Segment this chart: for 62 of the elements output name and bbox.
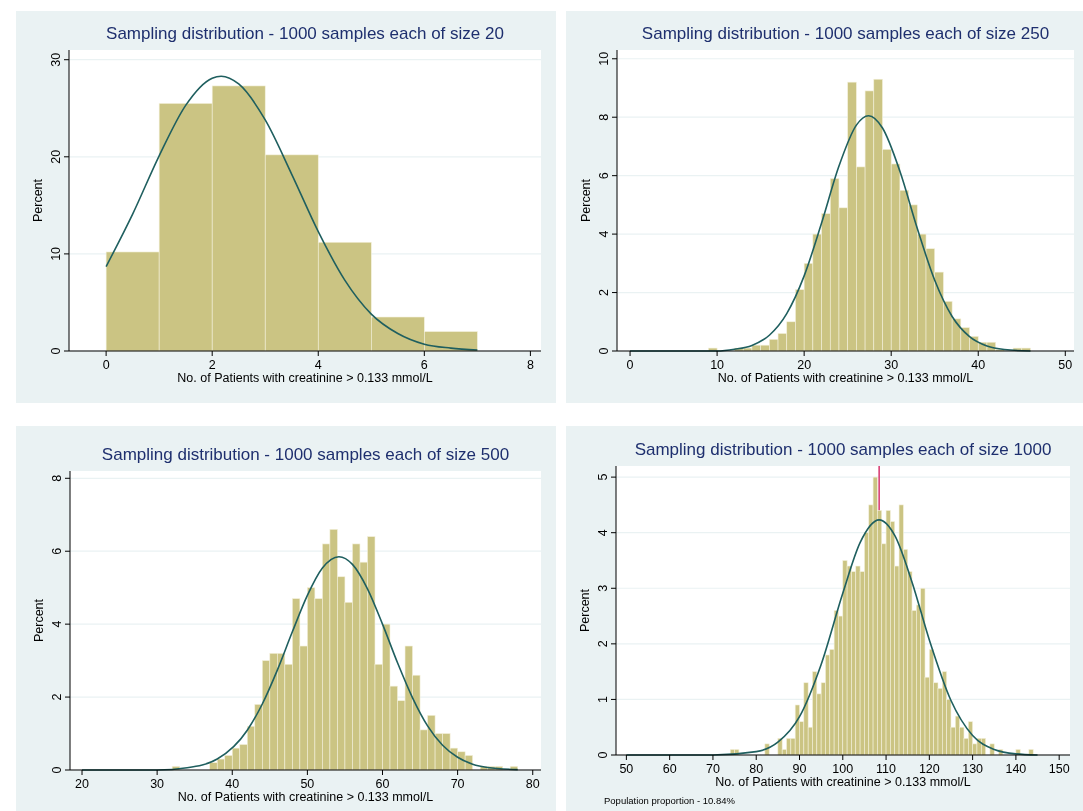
y-tick-label: 4 (597, 230, 611, 238)
text: Population proportion - 10.84% (604, 795, 736, 806)
y-tick-label: 0 (49, 347, 63, 355)
y-tick-label: 10 (49, 246, 63, 261)
y-axis-title: Percent (31, 178, 45, 223)
x-tick-label: 80 (525, 777, 540, 791)
x-tick-label: 8 (526, 358, 534, 372)
x-tick-label: 40 (225, 777, 240, 791)
x-tick-label: 50 (619, 762, 634, 776)
y-axis-title: Percent (578, 588, 592, 633)
chart-title: Sampling distribution - 1000 samples each of size 250 (641, 24, 1050, 43)
y-tick-label: 8 (50, 474, 64, 482)
x-tick-label: 120 (918, 762, 940, 776)
x-tick-label: 90 (792, 762, 807, 776)
y-tick-label: 2 (596, 640, 610, 648)
x-tick-label: 80 (749, 762, 764, 776)
x-tick-label: 110 (876, 762, 897, 776)
chart-title: Sampling distribution - 1000 samples each of size 20 (106, 24, 504, 43)
x-tick-label: 20 (797, 358, 812, 372)
y-axis-title: Percent (32, 598, 46, 643)
x-tick-label: 10 (710, 358, 725, 372)
x-tick-label: 0 (102, 358, 110, 372)
y-tick-label: 4 (596, 529, 610, 537)
x-axis-title: No. of Patients with creatinine > 0.133 mmol/L (717, 371, 974, 385)
y-tick-label: 2 (50, 693, 64, 701)
y-tick-label: 0 (597, 347, 611, 355)
y-tick-label: 10 (597, 51, 611, 66)
chart-title: Sampling distribution - 1000 samples each of size 500 (101, 445, 510, 464)
x-tick-label: 130 (962, 762, 984, 776)
y-tick-label: 6 (50, 547, 64, 555)
y-tick-label: 30 (49, 52, 63, 67)
y-tick-label: 1 (596, 695, 610, 703)
x-tick-label: 70 (705, 762, 720, 776)
x-tick-label: 4 (314, 358, 322, 372)
chart-title: Sampling distribution - 1000 samples each of size 1000 (634, 440, 1052, 459)
y-tick-label: 0 (596, 751, 610, 759)
x-tick-label: 30 (884, 358, 899, 372)
x-tick-label: 30 (150, 777, 165, 791)
y-tick-label: 3 (596, 584, 610, 592)
x-tick-label: 0 (626, 358, 634, 372)
x-tick-label: 70 (450, 777, 465, 791)
x-tick-label: 2 (208, 358, 216, 372)
x-tick-label: 6 (420, 358, 428, 372)
y-tick-label: 8 (597, 113, 611, 121)
x-tick-label: 100 (832, 762, 854, 776)
x-axis-title: No. of Patients with creatinine > 0.133 mmol/L (177, 371, 433, 385)
y-tick-label: 2 (597, 289, 611, 297)
x-axis-title: No. of Patients with creatinine > 0.133 mmol/L (177, 790, 434, 804)
x-tick-label: 50 (300, 777, 315, 791)
y-tick-label: 20 (49, 149, 63, 164)
x-tick-label: 50 (1058, 358, 1073, 372)
x-tick-label: 20 (75, 777, 90, 791)
x-tick-label: 140 (1005, 762, 1027, 776)
x-tick-label: 60 (375, 777, 390, 791)
y-tick-label: 6 (597, 172, 611, 180)
x-tick-label: 60 (662, 762, 677, 776)
y-tick-label: 5 (596, 473, 610, 481)
y-tick-label: 4 (50, 620, 64, 628)
x-tick-label: 150 (1048, 762, 1070, 776)
x-axis-title: No. of Patients with creatinine > 0.133 mmol/L (715, 775, 971, 789)
y-axis-title: Percent (579, 178, 593, 223)
x-tick-label: 40 (971, 358, 986, 372)
